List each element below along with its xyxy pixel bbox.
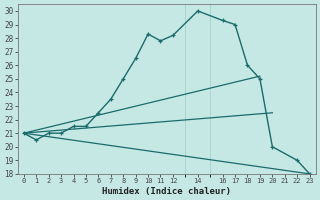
X-axis label: Humidex (Indice chaleur): Humidex (Indice chaleur) xyxy=(102,187,231,196)
